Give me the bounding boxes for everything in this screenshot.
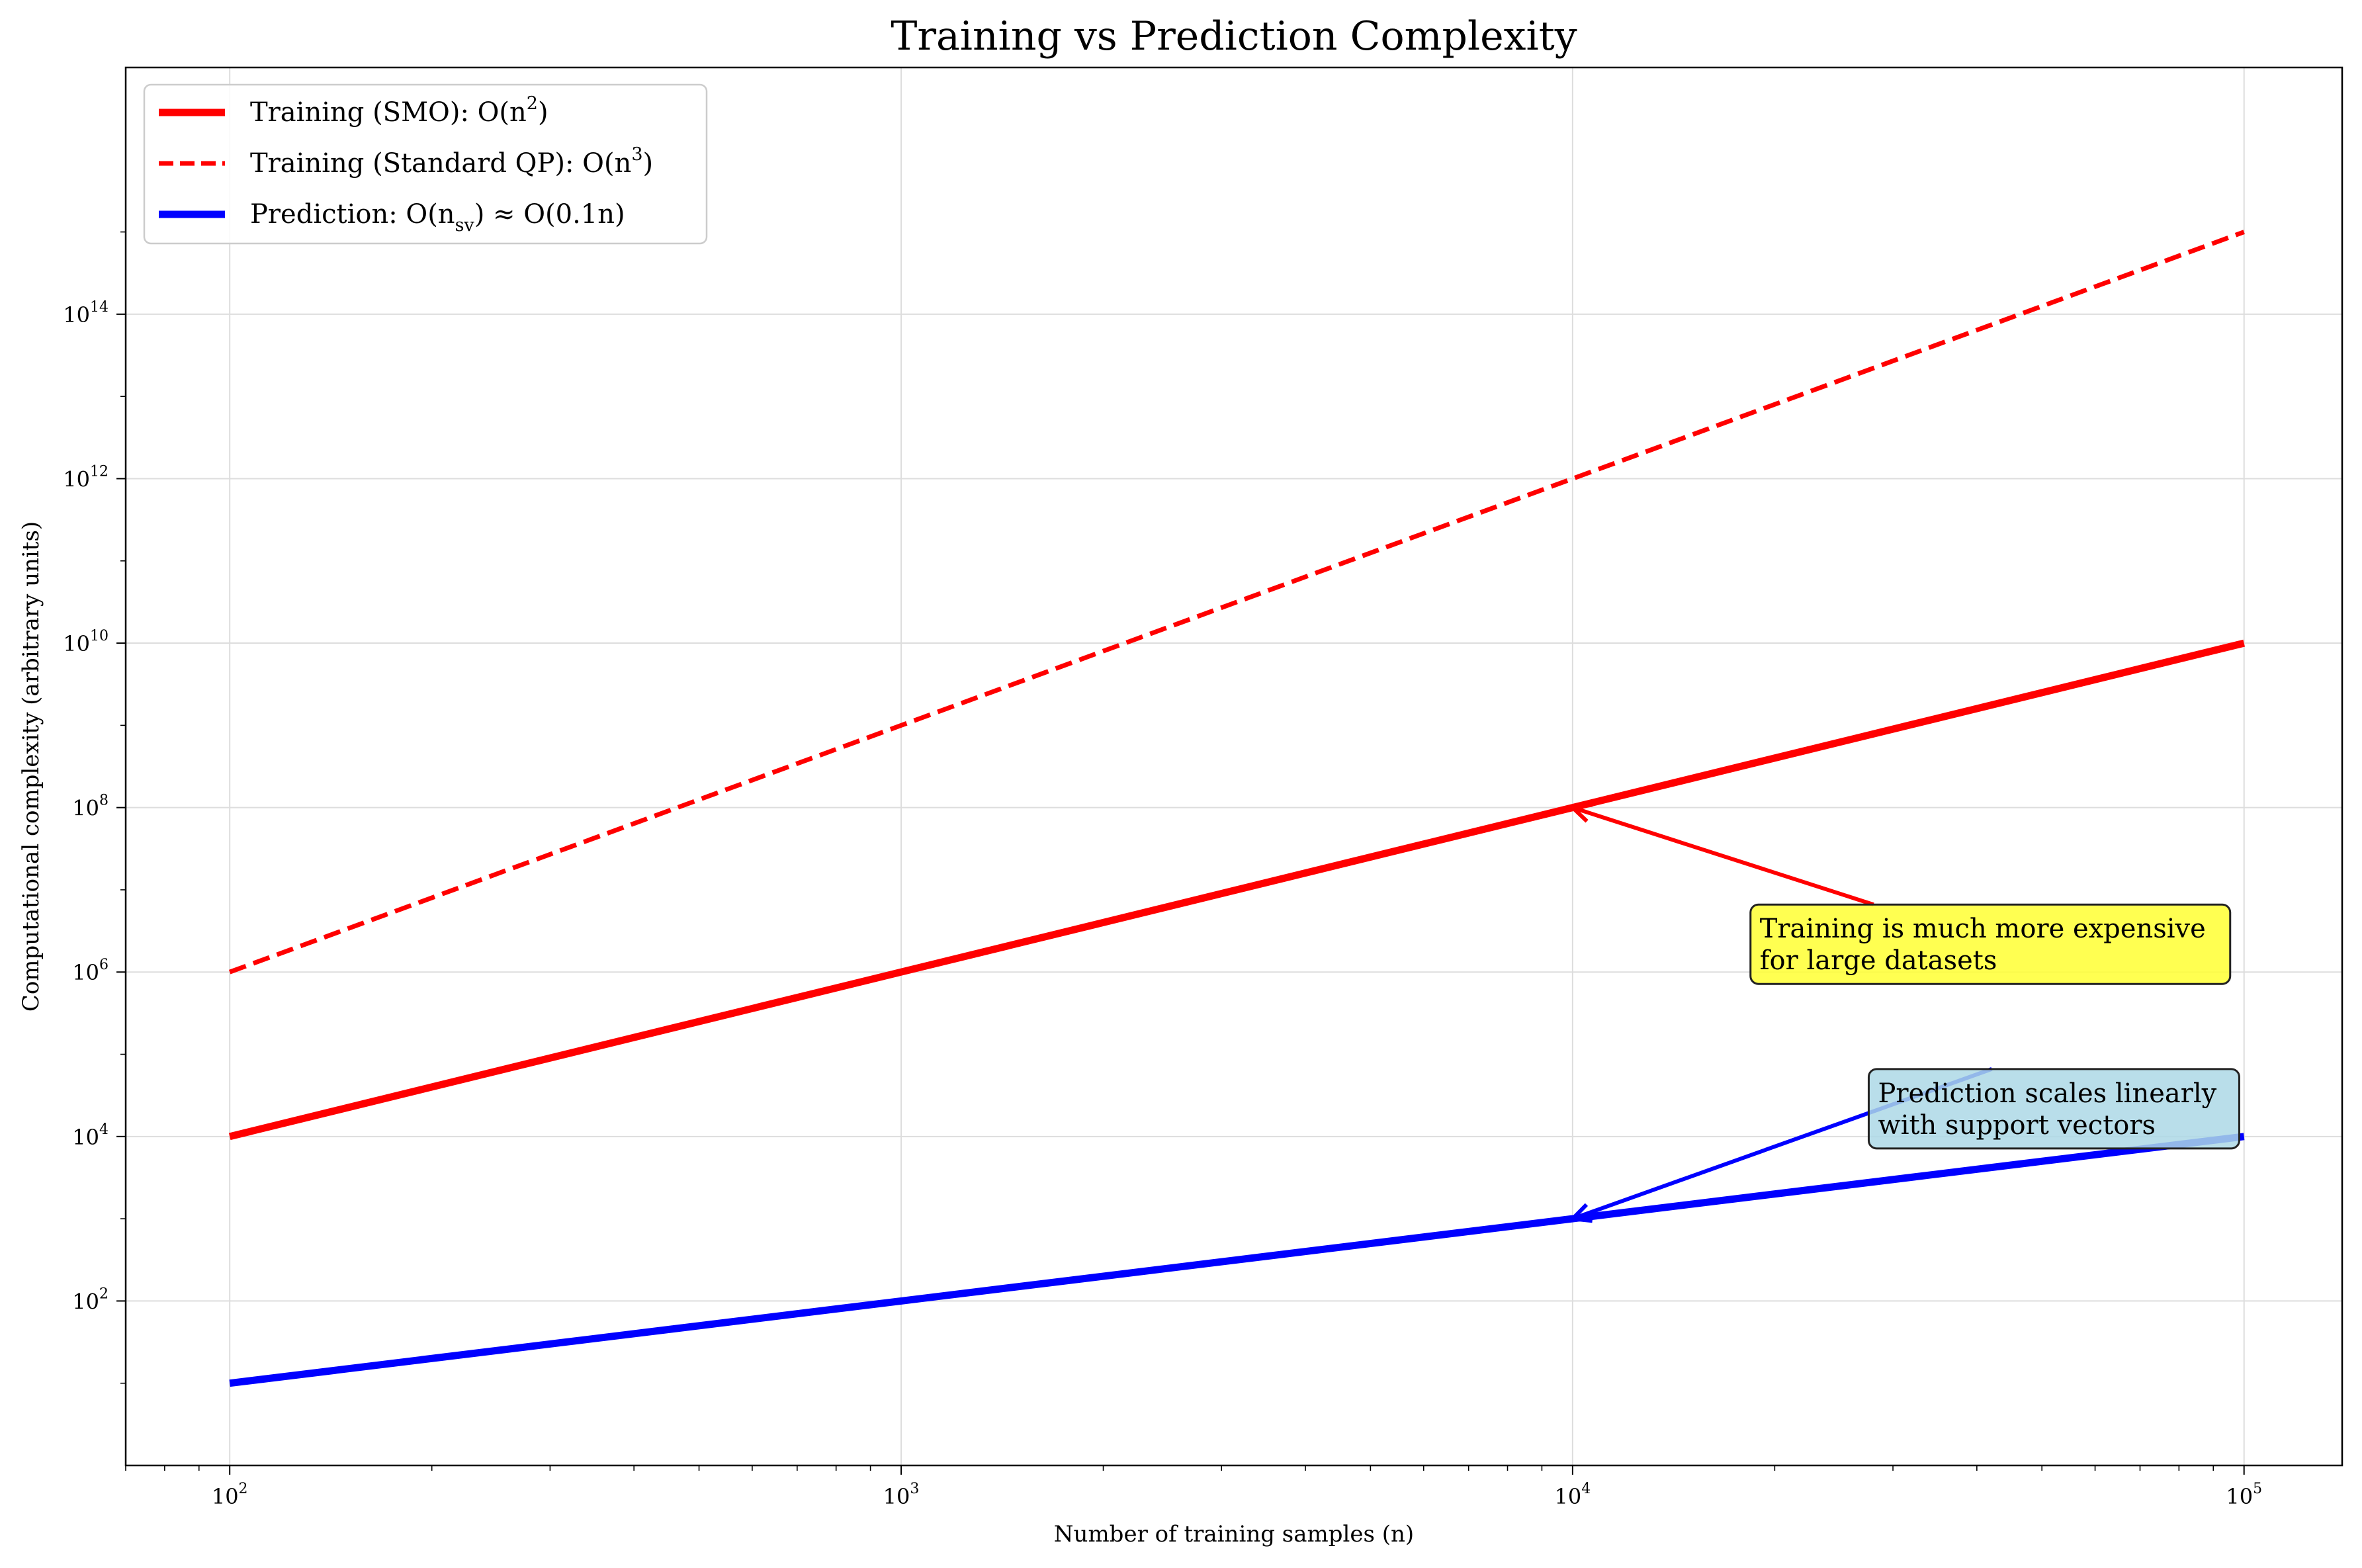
legend-label-1: Training (SMO): O(n2) — [250, 93, 548, 128]
plot-frame — [124, 66, 2343, 1467]
axes: 102 103 104 105 102 104 106 108 1010 1012 1014 — [63, 231, 2262, 1509]
annotation-text: with support vectors — [1878, 1110, 2156, 1141]
annotation-box — [1867, 1068, 2240, 1150]
annotation-arrow — [1571, 805, 1874, 907]
annotation-text: for large datasets — [1760, 945, 1997, 976]
x-axis-label: Number of training samples (n) — [1054, 1521, 1414, 1547]
x-tick-label: 102 — [212, 1481, 248, 1509]
y-tick-label: 1012 — [63, 463, 109, 492]
x-tick-label: 105 — [2226, 1481, 2262, 1509]
annotation-arrow-head — [1568, 803, 1593, 823]
legend: Training (SMO): O(n2) Training (Standard … — [143, 83, 708, 245]
series-line-2 — [228, 230, 2245, 975]
series-line-3 — [229, 1133, 2245, 1387]
series-line-1 — [228, 639, 2246, 1141]
x-tick-label: 103 — [883, 1481, 920, 1509]
chart-title: Training vs Prediction Complexity — [891, 13, 1577, 60]
x-tick-label: 104 — [1555, 1481, 1591, 1509]
grid — [126, 67, 2342, 1465]
annotation-box — [1749, 903, 2232, 985]
y-tick-label: 108 — [72, 793, 109, 821]
legend-box — [143, 83, 708, 245]
series-layer — [228, 230, 2246, 1387]
y-axis-label: Computational complexity (arbitrary unit… — [18, 521, 44, 1012]
y-tick-label: 106 — [72, 957, 109, 985]
y-tick-label: 104 — [72, 1121, 109, 1150]
annotation-text: Training is much more expensive — [1760, 914, 2206, 944]
annotation-text: Prediction scales linearly — [1878, 1078, 2216, 1109]
legend-label-2: Training (Standard QP): O(n3) — [250, 144, 653, 179]
y-tick-label: 1010 — [63, 628, 109, 656]
y-tick-label: 1014 — [63, 299, 109, 327]
annotation-arrow-head — [1568, 1203, 1593, 1223]
legend-label-3: Prediction: O(nsv) ≈ O(0.1n) — [250, 199, 625, 236]
y-tick-label: 102 — [72, 1285, 109, 1314]
